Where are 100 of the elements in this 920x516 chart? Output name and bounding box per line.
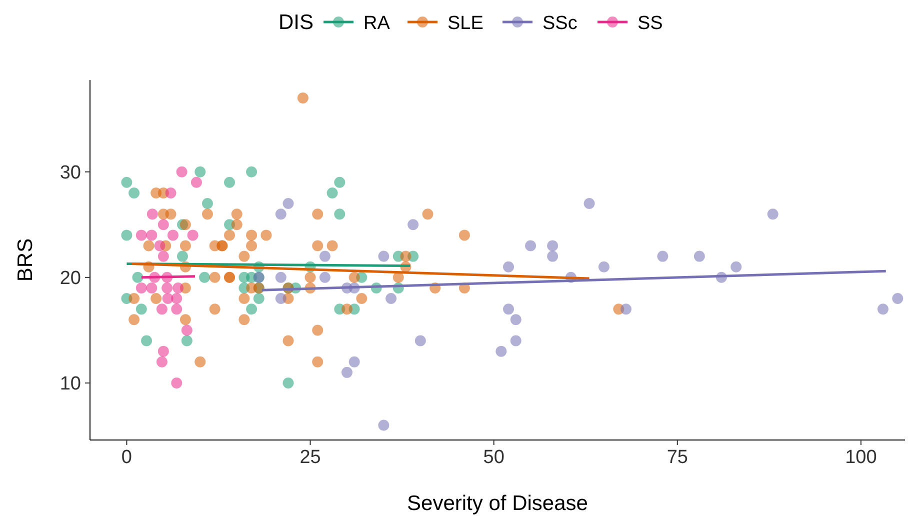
point: [158, 208, 169, 220]
point: [341, 366, 352, 378]
point: [121, 230, 132, 241]
point: [348, 272, 360, 283]
legend-label: SS: [638, 13, 663, 34]
point: [422, 208, 434, 220]
point: [146, 230, 158, 241]
point: [767, 208, 778, 220]
x-tick-label: 100: [845, 447, 877, 468]
point: [510, 335, 522, 346]
point: [304, 272, 316, 283]
point: [143, 240, 154, 252]
point: [128, 314, 140, 326]
y-tick-label: 20: [60, 268, 81, 290]
point: [202, 198, 213, 210]
point: [378, 250, 390, 262]
point: [187, 230, 198, 241]
point: [162, 282, 173, 294]
point: [238, 314, 250, 326]
point: [503, 261, 514, 272]
point: [334, 176, 346, 188]
point: [238, 250, 250, 262]
x-tick-label: 25: [300, 447, 321, 468]
point: [165, 187, 176, 198]
point: [275, 293, 286, 304]
point: [312, 324, 324, 336]
point: [224, 230, 236, 241]
point: [246, 304, 258, 315]
point: [408, 219, 419, 230]
x-axis-title: Severity of Disease: [407, 492, 588, 515]
point: [156, 304, 168, 315]
legend-label: SSc: [542, 13, 578, 34]
point: [181, 324, 192, 336]
point: [275, 272, 286, 283]
point: [209, 304, 220, 315]
point: [282, 335, 294, 346]
point: [598, 261, 610, 272]
point: [525, 240, 536, 252]
point: [136, 230, 147, 241]
point: [334, 208, 346, 220]
x-tick-label: 0: [121, 447, 132, 468]
point: [378, 420, 390, 431]
point: [730, 261, 742, 272]
point: [547, 250, 558, 262]
point: [319, 250, 330, 262]
point: [356, 293, 368, 304]
point: [150, 293, 162, 304]
point: [194, 166, 206, 178]
point: [458, 230, 470, 241]
point: [319, 272, 330, 283]
y-tick-label: 30: [60, 162, 81, 184]
point: [167, 230, 178, 241]
point: [171, 378, 182, 388]
point: [180, 219, 191, 230]
point: [326, 187, 338, 198]
point: [510, 314, 522, 326]
point: [238, 293, 250, 304]
y-axis-title: BRS: [14, 238, 37, 282]
point: [246, 240, 258, 252]
point: [584, 198, 595, 210]
point: [132, 272, 144, 283]
point: [231, 219, 242, 230]
point: [260, 230, 272, 241]
legend-label: SLE: [448, 13, 484, 34]
point: [171, 304, 182, 315]
point: [386, 293, 397, 304]
point: [171, 293, 182, 304]
point: [892, 293, 904, 304]
point: [158, 219, 169, 230]
point: [694, 250, 705, 262]
point: [158, 250, 169, 262]
point: [282, 378, 294, 388]
point: [326, 240, 338, 252]
point: [297, 92, 308, 104]
point: [154, 240, 166, 252]
point: [341, 304, 352, 315]
point: [176, 166, 188, 178]
point: [877, 304, 888, 315]
point: [620, 304, 632, 315]
point: [400, 250, 412, 262]
point: [224, 176, 236, 188]
point: [156, 356, 168, 368]
point: [312, 208, 324, 220]
point: [128, 187, 140, 198]
point: [275, 208, 286, 220]
point: [181, 335, 192, 346]
point: [312, 356, 324, 368]
point: [128, 293, 140, 304]
point: [136, 282, 147, 294]
point: [121, 176, 132, 188]
point: [503, 304, 514, 315]
x-tick-label: 50: [483, 447, 504, 468]
point: [180, 314, 191, 326]
legend-title: DIS: [278, 11, 314, 34]
point: [312, 240, 324, 252]
point: [209, 272, 220, 283]
point: [231, 208, 242, 220]
point: [547, 240, 558, 252]
point: [141, 335, 152, 346]
point: [190, 176, 202, 188]
